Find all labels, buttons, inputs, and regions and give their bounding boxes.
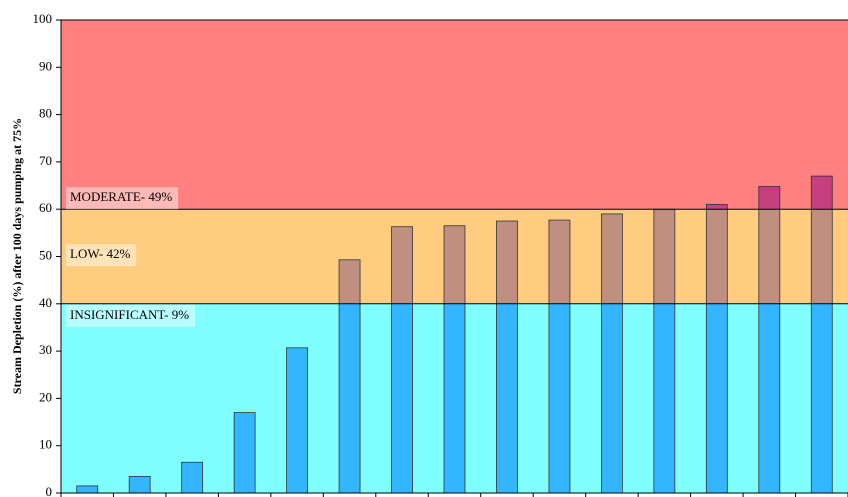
y-tick-label: 60 bbox=[39, 200, 52, 215]
zone-label: MODERATE- 49% bbox=[70, 189, 172, 204]
bar bbox=[443, 225, 466, 494]
bar bbox=[653, 208, 676, 494]
bar bbox=[810, 175, 833, 494]
y-tick-label: 10 bbox=[39, 437, 52, 452]
bar bbox=[391, 226, 413, 494]
y-tick-label: 0 bbox=[46, 484, 53, 497]
zone-label-bg bbox=[66, 304, 196, 327]
zone-label-bg bbox=[66, 244, 137, 267]
bar bbox=[338, 259, 361, 494]
zone bbox=[61, 20, 848, 210]
bar bbox=[496, 220, 518, 494]
y-tick-label: 90 bbox=[39, 58, 52, 73]
y-tick-label: 50 bbox=[39, 247, 52, 262]
y-tick-label: 40 bbox=[39, 295, 52, 310]
bar bbox=[548, 219, 571, 494]
bar bbox=[181, 461, 204, 494]
zone-label: INSIGNIFICANT- 9% bbox=[70, 307, 189, 322]
bar bbox=[286, 347, 308, 494]
bar bbox=[705, 204, 728, 494]
zone-label: LOW- 42% bbox=[70, 246, 130, 261]
zone-label-bg bbox=[66, 187, 179, 210]
y-tick-label: 100 bbox=[33, 11, 53, 26]
bar bbox=[76, 485, 99, 494]
bar bbox=[128, 476, 151, 494]
bar bbox=[601, 213, 623, 494]
y-axis-label: Stream Depletion (%) after 100 days pump… bbox=[10, 118, 24, 394]
bar bbox=[758, 186, 781, 494]
y-tick-label: 30 bbox=[39, 342, 52, 357]
y-tick-label: 70 bbox=[39, 153, 52, 168]
bar bbox=[233, 412, 256, 494]
y-tick-label: 20 bbox=[39, 389, 52, 404]
y-tick-label: 80 bbox=[39, 106, 52, 121]
